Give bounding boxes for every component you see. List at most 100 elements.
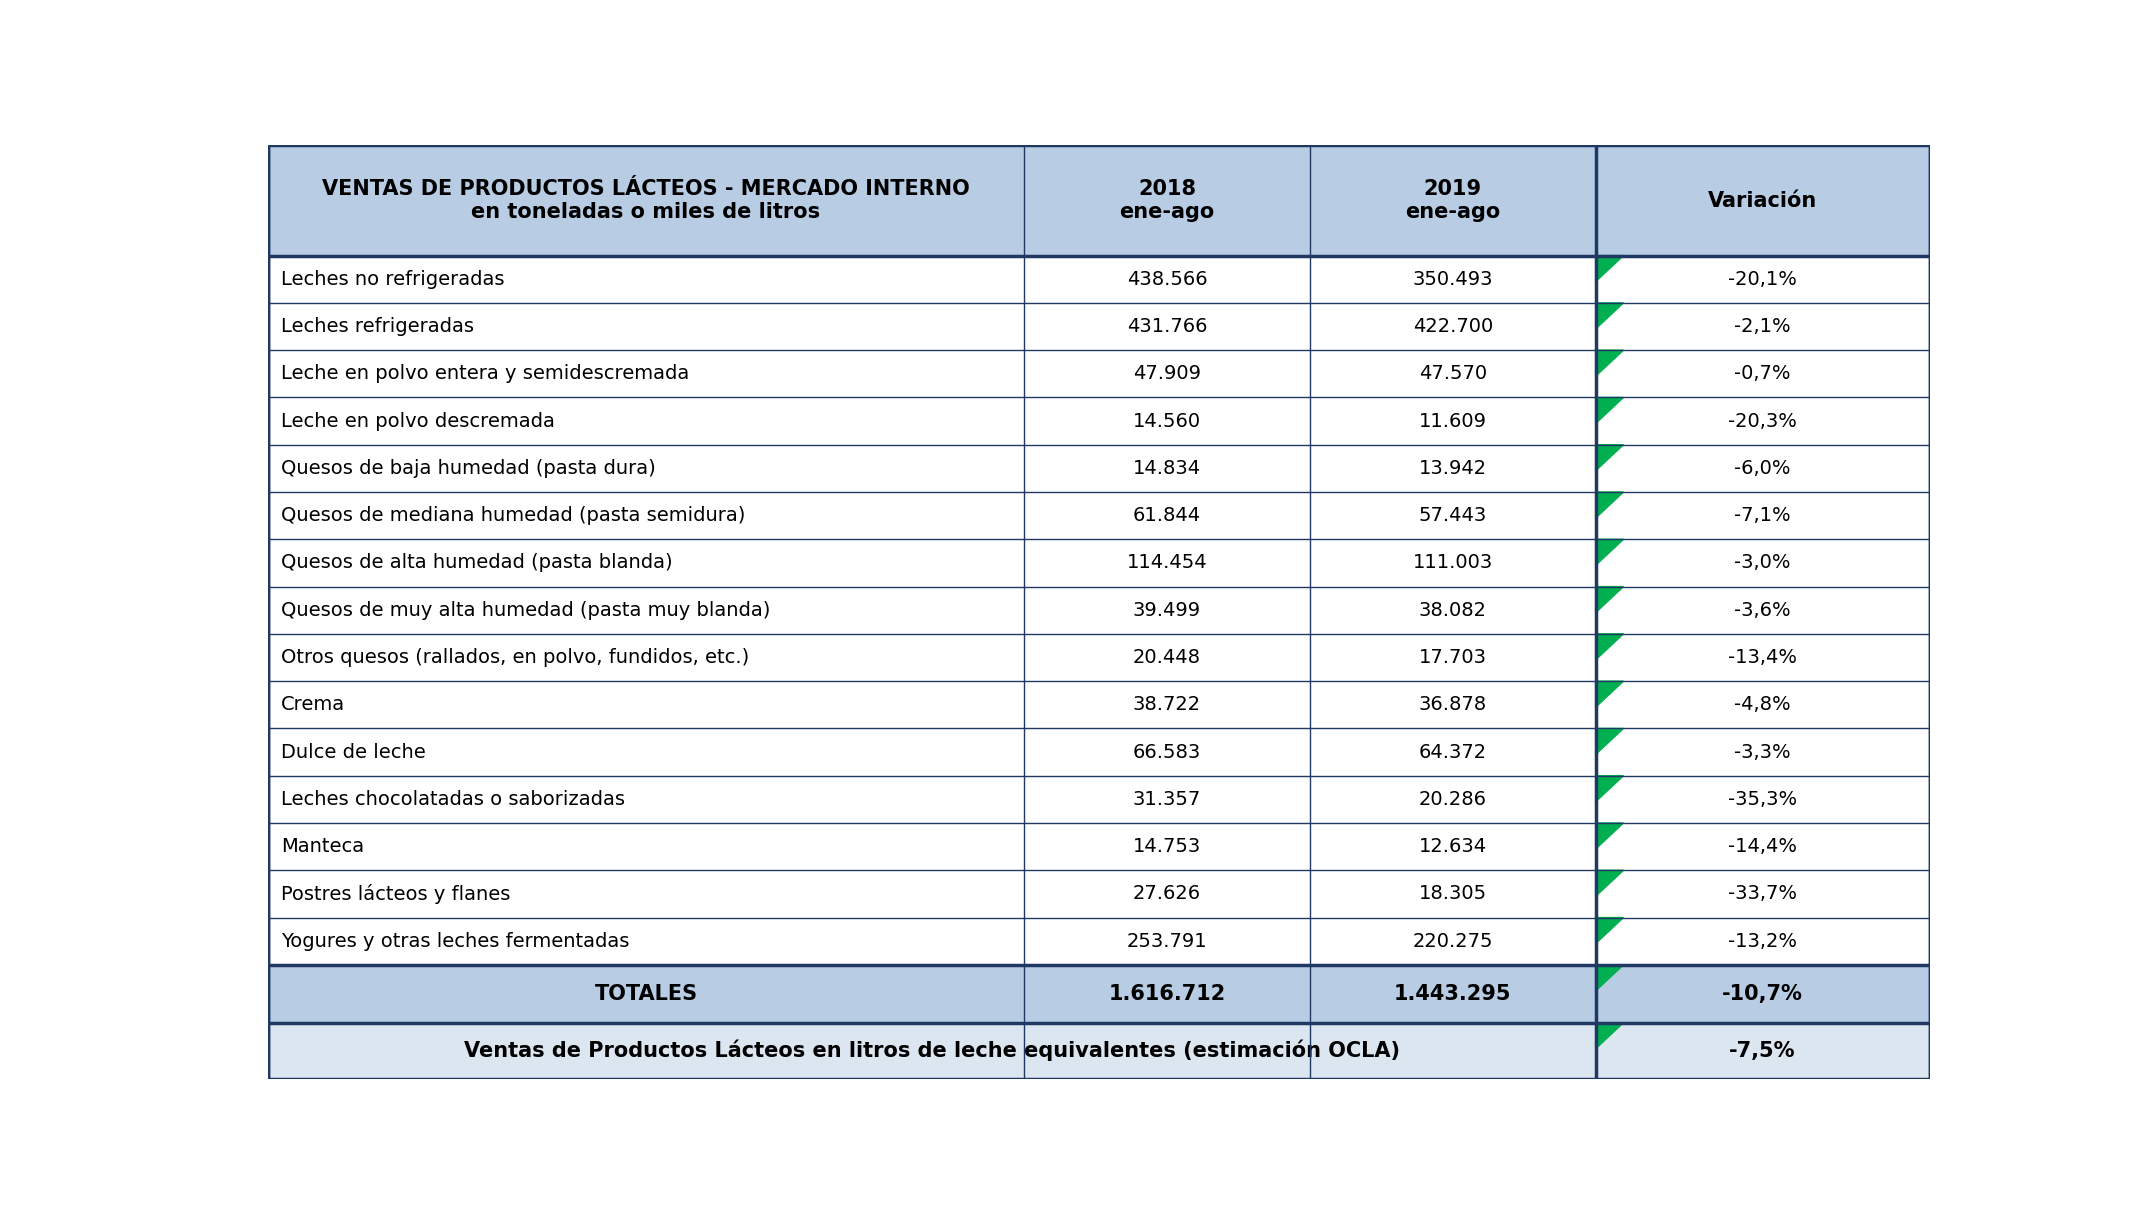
Bar — [1025, 681, 1310, 728]
Polygon shape — [1595, 539, 1623, 565]
Text: 350.493: 350.493 — [1413, 270, 1492, 288]
Text: 14.560: 14.560 — [1132, 412, 1201, 430]
Bar — [1310, 587, 1595, 634]
Bar — [268, 539, 1025, 587]
Polygon shape — [1595, 398, 1623, 423]
Text: 1.616.712: 1.616.712 — [1108, 984, 1226, 1004]
Polygon shape — [1595, 870, 1623, 897]
Bar — [1025, 303, 1310, 350]
Polygon shape — [1595, 303, 1623, 328]
Bar — [268, 776, 1025, 823]
Polygon shape — [1595, 776, 1623, 802]
Bar — [1595, 145, 1930, 256]
Text: 27.626: 27.626 — [1132, 885, 1201, 903]
Text: 11.609: 11.609 — [1419, 412, 1486, 430]
Text: 220.275: 220.275 — [1413, 932, 1492, 950]
Polygon shape — [1595, 492, 1623, 518]
Text: TOTALES: TOTALES — [594, 984, 697, 1004]
Bar — [1025, 492, 1310, 539]
Text: 20.448: 20.448 — [1132, 648, 1201, 667]
Bar — [268, 492, 1025, 539]
Text: 111.003: 111.003 — [1413, 554, 1492, 572]
Text: 13.942: 13.942 — [1419, 459, 1486, 478]
Bar — [268, 634, 1025, 681]
Text: Postres lácteos y flanes: Postres lácteos y flanes — [281, 884, 510, 904]
Bar — [1310, 917, 1595, 965]
Bar — [268, 870, 1025, 917]
Text: Leches refrigeradas: Leches refrigeradas — [281, 318, 474, 336]
Text: 2019
ene-ago: 2019 ene-ago — [1404, 179, 1501, 222]
Text: 114.454: 114.454 — [1126, 554, 1207, 572]
Text: 14.834: 14.834 — [1132, 459, 1201, 478]
Polygon shape — [1595, 917, 1623, 944]
Text: 12.634: 12.634 — [1419, 837, 1486, 856]
Text: Variación: Variación — [1709, 190, 1818, 211]
Bar — [1595, 587, 1930, 634]
Bar — [1025, 398, 1310, 445]
Bar — [1595, 776, 1930, 823]
Bar — [268, 728, 1025, 776]
Text: 57.443: 57.443 — [1419, 507, 1486, 525]
Bar — [268, 445, 1025, 492]
Text: Quesos de alta humedad (pasta blanda): Quesos de alta humedad (pasta blanda) — [281, 554, 673, 572]
Bar — [268, 681, 1025, 728]
Bar — [1595, 350, 1930, 398]
Text: 20.286: 20.286 — [1419, 790, 1486, 808]
Polygon shape — [1595, 681, 1623, 708]
Text: Manteca: Manteca — [281, 837, 364, 856]
Text: 38.722: 38.722 — [1132, 696, 1201, 714]
Text: -35,3%: -35,3% — [1728, 790, 1797, 808]
Bar — [268, 145, 1025, 256]
Bar — [1310, 776, 1595, 823]
Bar — [1595, 398, 1930, 445]
Bar — [1595, 256, 1930, 303]
Polygon shape — [1595, 256, 1623, 281]
Text: -7,1%: -7,1% — [1734, 507, 1790, 525]
Bar — [268, 823, 1025, 870]
Bar — [1310, 445, 1595, 492]
Bar — [1595, 1023, 1930, 1079]
Text: 253.791: 253.791 — [1126, 932, 1207, 950]
Text: -6,0%: -6,0% — [1734, 459, 1790, 478]
Text: -4,8%: -4,8% — [1734, 696, 1790, 714]
Text: 431.766: 431.766 — [1128, 318, 1207, 336]
Text: 47.909: 47.909 — [1132, 365, 1201, 383]
Bar — [1310, 145, 1595, 256]
Bar — [1025, 145, 1310, 256]
Text: -2,1%: -2,1% — [1734, 318, 1790, 336]
Bar — [1595, 681, 1930, 728]
Bar — [1310, 492, 1595, 539]
Text: Yogures y otras leches fermentadas: Yogures y otras leches fermentadas — [281, 932, 630, 950]
Bar — [1310, 965, 1595, 1023]
Bar — [1025, 634, 1310, 681]
Bar — [1595, 728, 1930, 776]
Polygon shape — [1595, 965, 1623, 991]
Text: VENTAS DE PRODUCTOS LÁCTEOS - MERCADO INTERNO
en toneladas o miles de litros: VENTAS DE PRODUCTOS LÁCTEOS - MERCADO IN… — [322, 179, 969, 222]
Bar — [1025, 965, 1310, 1023]
Text: Leches no refrigeradas: Leches no refrigeradas — [281, 270, 504, 288]
Text: Dulce de leche: Dulce de leche — [281, 743, 427, 761]
Text: -20,1%: -20,1% — [1728, 270, 1797, 288]
Bar — [1025, 917, 1310, 965]
Bar — [1310, 634, 1595, 681]
Polygon shape — [1595, 350, 1623, 376]
Bar — [1310, 539, 1595, 587]
Text: Quesos de baja humedad (pasta dura): Quesos de baja humedad (pasta dura) — [281, 459, 656, 478]
Text: 36.878: 36.878 — [1419, 696, 1486, 714]
Bar — [1025, 776, 1310, 823]
Text: Crema: Crema — [281, 696, 345, 714]
Bar — [1310, 256, 1595, 303]
Text: -14,4%: -14,4% — [1728, 837, 1797, 856]
Bar — [1025, 823, 1310, 870]
Bar — [268, 350, 1025, 398]
Text: 64.372: 64.372 — [1419, 743, 1486, 761]
Bar — [1595, 303, 1930, 350]
Bar — [1595, 823, 1930, 870]
Text: Quesos de mediana humedad (pasta semidura): Quesos de mediana humedad (pasta semidur… — [281, 507, 746, 525]
Polygon shape — [1595, 587, 1623, 613]
Bar — [1595, 492, 1930, 539]
Text: 47.570: 47.570 — [1419, 365, 1486, 383]
Text: 2018
ene-ago: 2018 ene-ago — [1119, 179, 1214, 222]
Polygon shape — [1595, 728, 1623, 755]
Bar — [1595, 539, 1930, 587]
